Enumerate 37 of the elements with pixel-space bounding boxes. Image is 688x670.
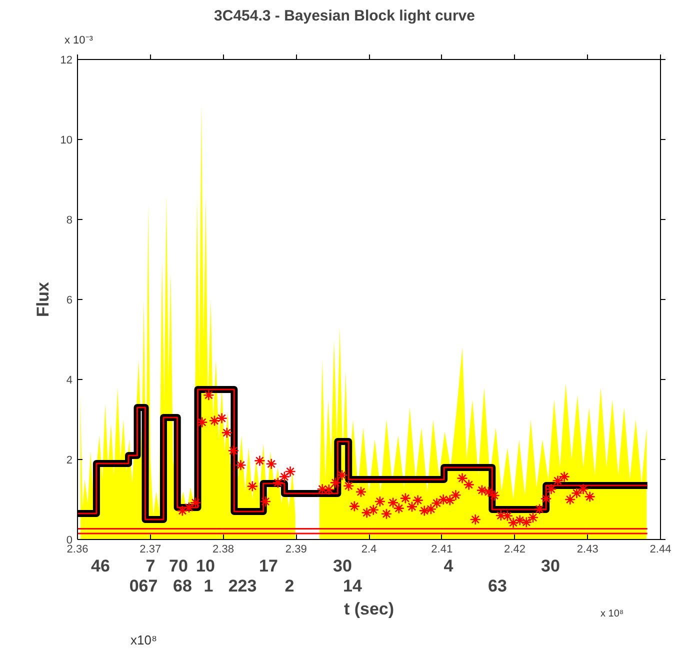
x-tick-label: 2.42 bbox=[504, 544, 526, 556]
y-tick-label: 6 bbox=[66, 294, 73, 306]
y-tick-label: 8 bbox=[66, 214, 73, 226]
text: 2 bbox=[284, 576, 294, 596]
text: 067 bbox=[129, 576, 158, 596]
x-tick-label: 2.44 bbox=[650, 544, 672, 556]
y-axis-title: Flux bbox=[33, 281, 52, 317]
y-tick-label: 2 bbox=[66, 454, 73, 466]
x-tick-label: 2.41 bbox=[431, 544, 453, 556]
y-tick-label: 10 bbox=[60, 134, 73, 146]
text: 223 bbox=[228, 576, 257, 596]
text: 1 bbox=[204, 576, 214, 596]
x-tick-label: 2.36 bbox=[66, 544, 88, 556]
text: 68 bbox=[173, 576, 192, 596]
x-tick-label: 2.43 bbox=[576, 544, 598, 556]
x-tick-label: 2.38 bbox=[212, 544, 234, 556]
text: 30 bbox=[541, 556, 560, 576]
text: 7 bbox=[146, 556, 156, 576]
chart-title: 3C454.3 - Bayesian Block light curve bbox=[214, 8, 475, 24]
x-tick-label: 2.4 bbox=[361, 544, 377, 556]
x-axis-title: t (sec) bbox=[344, 600, 394, 618]
y-tick-label: 4 bbox=[66, 374, 73, 386]
text: x 10⁸ bbox=[600, 608, 624, 620]
y-tick-label: 0 bbox=[66, 534, 73, 546]
y-tick-label: 12 bbox=[60, 54, 73, 66]
text: x 10⁻³ bbox=[64, 34, 94, 46]
text: 70 bbox=[169, 556, 188, 576]
text: 17 bbox=[259, 556, 278, 576]
text: 14 bbox=[343, 576, 362, 596]
text: 63 bbox=[488, 576, 507, 596]
text: 30 bbox=[333, 556, 352, 576]
text: 10 bbox=[196, 556, 215, 576]
x-tick-label: 2.39 bbox=[285, 544, 307, 556]
text: x10⁸ bbox=[130, 632, 157, 648]
text: 46 bbox=[91, 556, 110, 576]
x-tick-label: 2.37 bbox=[140, 544, 162, 556]
text: 4 bbox=[444, 556, 454, 576]
